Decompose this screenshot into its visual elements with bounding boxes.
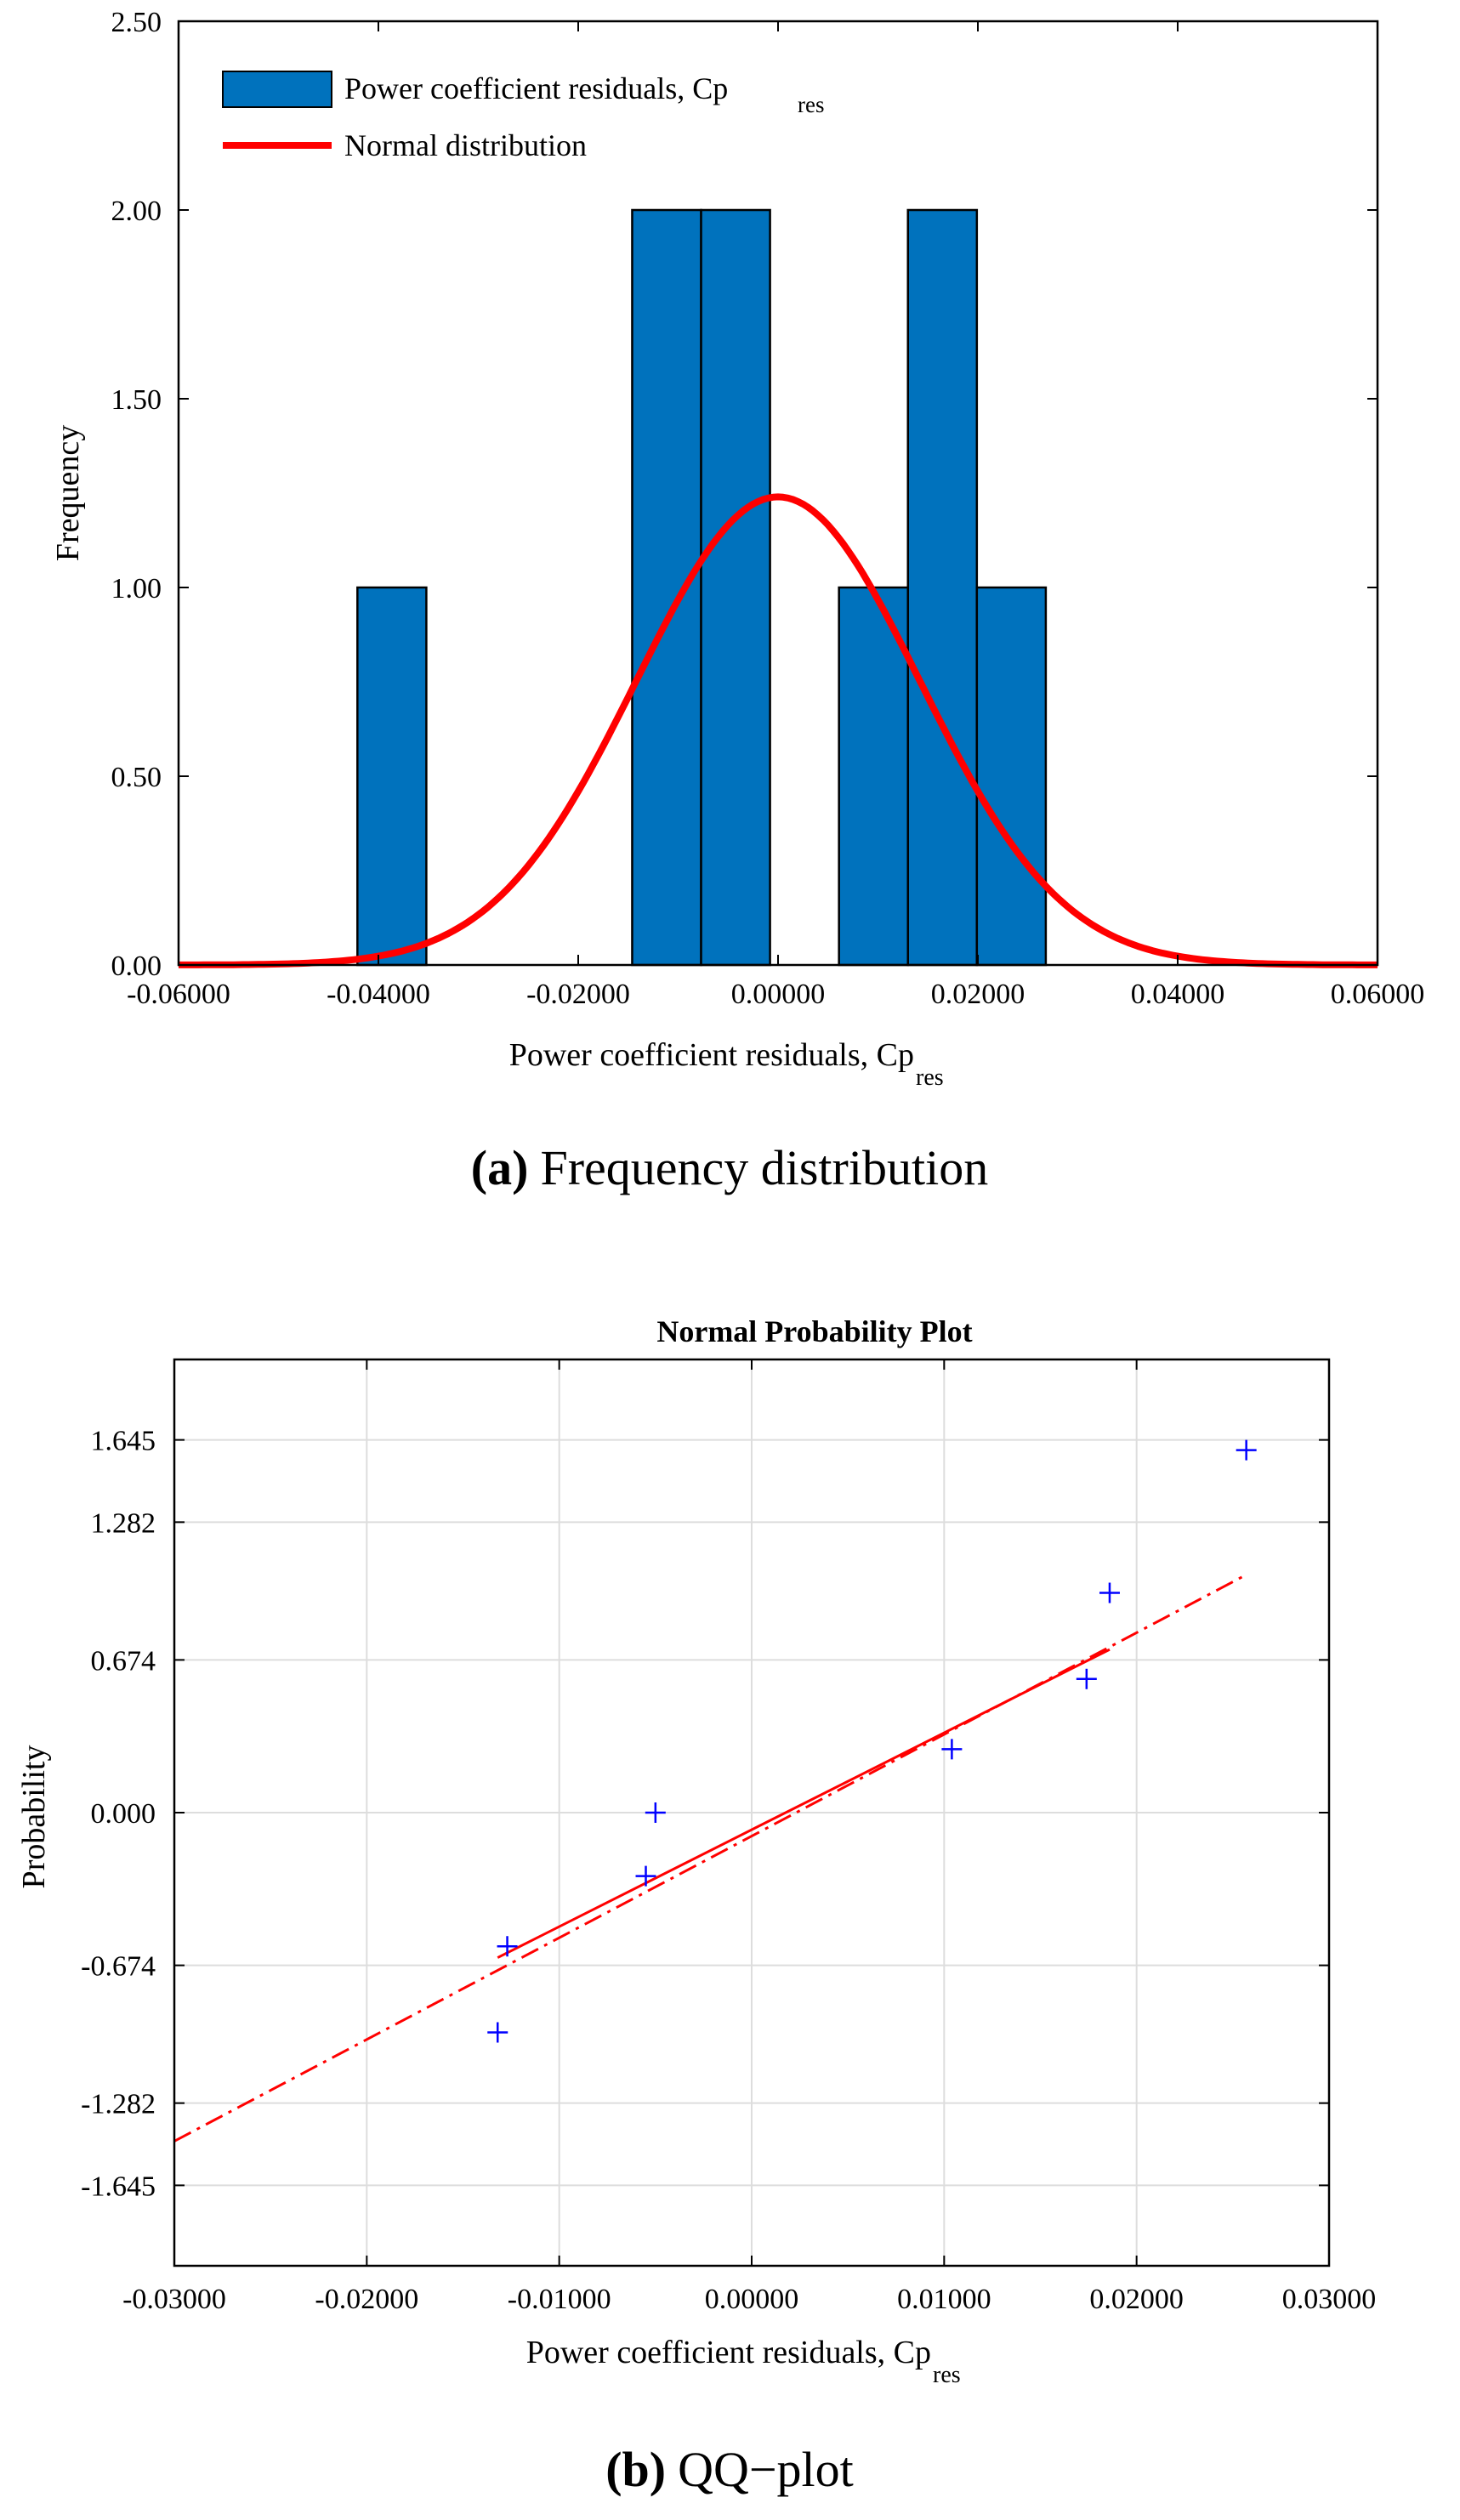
qq-points <box>487 1439 1257 2043</box>
qq-point-marker <box>941 1739 963 1760</box>
caption-b: (b) QQ−plot <box>605 2442 854 2497</box>
histogram-bar <box>975 586 1048 967</box>
histogram-x-axis-label-subscript: res <box>916 1064 944 1091</box>
histogram-x-tick-label: 0.04000 <box>1131 979 1225 1010</box>
histogram-y-tick-label: 1.50 <box>111 384 162 416</box>
qq-point-marker <box>487 2022 508 2043</box>
histogram-x-tick-label: 0.06000 <box>1331 979 1425 1010</box>
legend-swatch-residuals <box>222 71 332 108</box>
qq-grid <box>174 1359 1329 2266</box>
legend-label-residuals-subscript: res <box>798 92 824 117</box>
qq-y-tick-label: -1.282 <box>81 2089 156 2120</box>
qq-y-tick-label: 1.645 <box>91 1426 156 1457</box>
histogram-bars <box>356 208 1048 967</box>
histogram-y-axis-label: Frequency <box>50 425 86 561</box>
qq-reference-line-dashed <box>173 1573 1247 2143</box>
histogram-y-ticks: 0.00 0.50 1.00 1.50 2.00 2.50 <box>111 7 1378 982</box>
qq-x-axis-label-subscript: res <box>933 2362 961 2388</box>
qq-x-axis-label: Power coefficient residuals, Cp <box>526 2335 931 2370</box>
qq-y-tick-label: -0.674 <box>81 1951 156 1983</box>
qq-y-axis-label: Probability <box>16 1745 52 1889</box>
histogram-x-axis-label: Power coefficient residuals, Cp <box>509 1037 914 1073</box>
histogram-bar <box>700 208 771 967</box>
histogram-x-tick-label: 0.00000 <box>731 979 826 1010</box>
qq-y-tick-label: 1.282 <box>91 1507 156 1539</box>
qq-point-marker <box>497 1936 518 1957</box>
qq-plot-title: Normal Probability Plot <box>656 1314 972 1348</box>
qq-y-tick-label: 0.000 <box>91 1798 156 1830</box>
histogram-bar <box>838 586 909 967</box>
qq-x-tick-label: 0.00000 <box>705 2284 799 2315</box>
histogram-y-tick-label: 1.00 <box>111 573 162 604</box>
legend-label-normal: Normal distribution <box>344 128 587 162</box>
caption-a: (a) Frequency distribution <box>471 1140 988 1195</box>
histogram-y-tick-label: 0.50 <box>111 762 162 793</box>
qq-y-ticks: -1.645 -1.282 -0.674 0.000 0.674 1.282 1.645 <box>81 1426 1329 2202</box>
legend-label-residuals: Power coefficient residuals, Cp <box>344 71 728 105</box>
qq-point-marker <box>1076 1668 1097 1689</box>
qq-x-tick-label: 0.03000 <box>1282 2284 1377 2315</box>
qq-reference-line-solid <box>497 1648 1111 1959</box>
qq-x-tick-label: -0.02000 <box>315 2284 418 2315</box>
histogram-y-tick-label: 2.50 <box>111 7 162 38</box>
qq-x-ticks: -0.03000 -0.02000 -0.01000 0.00000 0.01000 0.… <box>122 1359 1376 2315</box>
qq-point-marker <box>645 1802 666 1823</box>
histogram-x-tick-label: -0.06000 <box>127 979 230 1010</box>
histogram-bar <box>631 208 702 967</box>
histogram-legend: Power coefficient residuals, Cp res Norm… <box>222 71 824 162</box>
histogram-x-tick-label: -0.04000 <box>327 979 430 1010</box>
qq-point-marker <box>635 1865 656 1887</box>
histogram-x-ticks: -0.06000 -0.04000 -0.02000 0.00000 0.02000 0.… <box>127 21 1424 1010</box>
qq-x-tick-label: 0.01000 <box>897 2284 991 2315</box>
qq-y-tick-label: 0.674 <box>91 1645 156 1677</box>
qq-point-marker <box>1099 1582 1120 1603</box>
histogram-bar <box>356 586 428 967</box>
histogram-y-tick-label: 0.00 <box>111 951 162 982</box>
qq-y-tick-label: -1.645 <box>81 2171 156 2202</box>
histogram-y-tick-label: 2.00 <box>111 196 162 227</box>
histogram-x-tick-label: -0.02000 <box>526 979 630 1010</box>
qq-x-tick-label: 0.02000 <box>1089 2284 1184 2315</box>
histogram-bar <box>906 208 979 967</box>
qq-x-tick-label: -0.01000 <box>508 2284 611 2315</box>
histogram-x-tick-label: 0.02000 <box>931 979 1025 1010</box>
qq-point-marker <box>1236 1439 1257 1461</box>
histogram-panel: -0.06000 -0.04000 -0.02000 0.00000 0.02000 0.… <box>50 7 1424 1091</box>
qq-x-tick-label: -0.03000 <box>122 2284 226 2315</box>
qq-plot-panel: Normal Probability Plot -0.03000 -0.02000… <box>16 1314 1376 2388</box>
